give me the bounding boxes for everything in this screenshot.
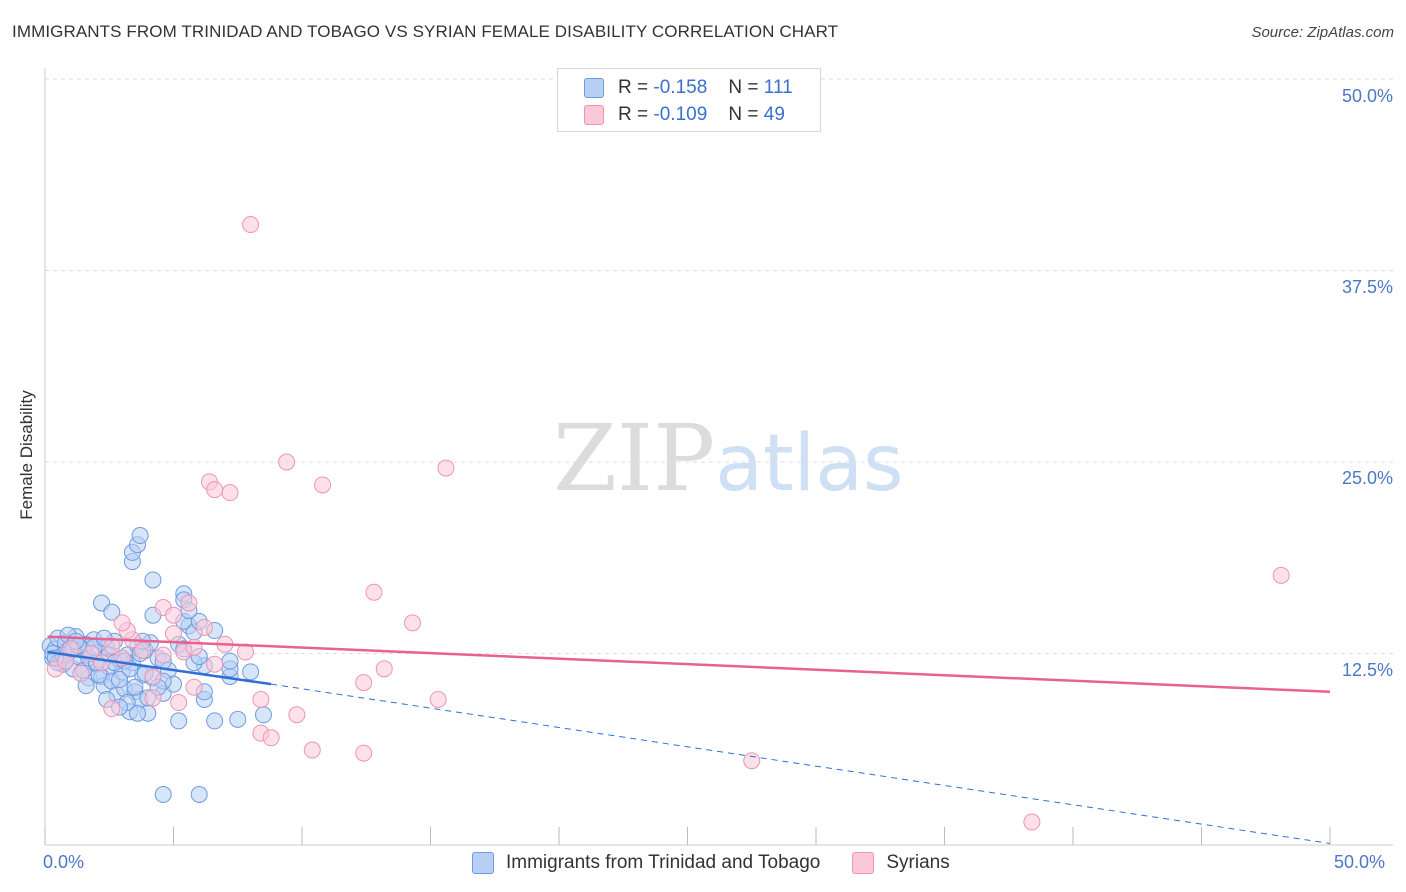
syrian-point bbox=[262, 729, 280, 747]
syrian-point bbox=[404, 614, 422, 632]
trinidad-point bbox=[103, 603, 121, 621]
syrian-point bbox=[165, 606, 182, 624]
trinidad-point bbox=[144, 571, 162, 589]
legend: R = -0.158 N = 111 R = -0.109 N = 49 bbox=[557, 68, 821, 132]
syrian-point bbox=[221, 484, 239, 502]
syrian-point bbox=[103, 700, 121, 718]
syrian-point bbox=[1023, 813, 1041, 831]
trinidad-point bbox=[129, 704, 147, 722]
trinidad-point bbox=[154, 785, 172, 803]
series-name: Immigrants from Trinidad and Tobago bbox=[506, 852, 821, 873]
legend-n-label: N = bbox=[728, 77, 759, 98]
syrian-point bbox=[144, 689, 162, 707]
series-name: Syrians bbox=[886, 852, 950, 873]
trinidad-point bbox=[221, 652, 239, 670]
syrian-point bbox=[314, 476, 332, 494]
legend-n-value: 111 bbox=[763, 77, 793, 98]
chart-title: IMMIGRANTS FROM TRINIDAD AND TOBAGO VS S… bbox=[12, 22, 839, 41]
trinidad-trend-extension bbox=[271, 683, 1331, 844]
syrian-point bbox=[195, 618, 213, 636]
syrian-trend-line bbox=[47, 635, 1331, 694]
syrian-point bbox=[154, 646, 172, 664]
series-legend: Immigrants from Trinidad and Tobago Syri… bbox=[472, 852, 982, 874]
syrian-point bbox=[113, 614, 131, 632]
y-tick-label: 50.0% bbox=[1341, 86, 1393, 106]
syrian-point bbox=[365, 583, 383, 601]
trinidad-point bbox=[111, 671, 129, 689]
legend-row-syrians: R = -0.109 N = 49 bbox=[584, 104, 785, 126]
legend-row-trinidad: R = -0.158 N = 111 bbox=[584, 77, 793, 99]
syrian-point bbox=[288, 706, 306, 724]
watermark-zip: ZIP bbox=[553, 405, 716, 512]
syrian-point bbox=[355, 744, 373, 762]
syrian-point bbox=[93, 654, 111, 672]
syrian-point bbox=[743, 752, 761, 770]
series-swatch-blue bbox=[472, 852, 494, 874]
legend-r-value: -0.109 bbox=[653, 104, 708, 125]
syrian-point bbox=[72, 664, 90, 682]
trinidad-point bbox=[229, 710, 247, 728]
series-legend-syrians: Syrians bbox=[852, 852, 950, 874]
trinidad-point bbox=[190, 785, 208, 803]
syrian-point bbox=[206, 481, 224, 499]
syrian-point bbox=[170, 694, 188, 712]
syrian-point bbox=[180, 594, 198, 612]
syrian-point bbox=[1272, 566, 1290, 584]
trinidad-point bbox=[254, 706, 272, 724]
x-tick-label: 50.0% bbox=[1334, 852, 1386, 872]
series-legend-trinidad: Immigrants from Trinidad and Tobago bbox=[472, 852, 820, 874]
trinidad-trend-line bbox=[47, 650, 272, 686]
x-tick-label: 0.0% bbox=[43, 852, 85, 872]
syrian-point bbox=[62, 640, 80, 658]
syrian-point bbox=[375, 660, 393, 678]
syrian-point bbox=[242, 216, 260, 234]
syrian-point bbox=[144, 667, 162, 685]
syrian-point bbox=[103, 637, 121, 655]
trinidad-point bbox=[131, 527, 149, 545]
legend-n-value: 49 bbox=[763, 104, 785, 125]
trinidad-point bbox=[126, 678, 144, 696]
syrian-point bbox=[303, 741, 321, 759]
trinidad-point bbox=[170, 712, 188, 730]
legend-r-label: R = bbox=[618, 77, 649, 98]
legend-r-value: -0.158 bbox=[653, 77, 708, 98]
series-swatch-pink bbox=[852, 852, 875, 874]
syrian-point bbox=[165, 625, 182, 643]
watermark-atlas: atlas bbox=[715, 419, 904, 509]
y-tick-label: 37.5% bbox=[1341, 277, 1393, 297]
legend-n-label: N = bbox=[728, 104, 759, 125]
legend-r-label: R = bbox=[618, 104, 649, 125]
trinidad-point bbox=[242, 663, 260, 681]
syrian-point bbox=[278, 453, 296, 471]
trinidad-point bbox=[206, 712, 224, 730]
syrian-point bbox=[429, 690, 447, 708]
y-tick-label: 25.0% bbox=[1341, 468, 1393, 488]
y-tick-label: 12.5% bbox=[1341, 660, 1393, 680]
watermark: ZIPatlas bbox=[553, 405, 904, 512]
syrian-point bbox=[185, 678, 203, 696]
legend-swatch-pink bbox=[584, 105, 604, 125]
syrian-point bbox=[252, 690, 270, 708]
source-label: Source: ZipAtlas.com bbox=[1251, 24, 1394, 41]
syrian-point bbox=[355, 674, 373, 692]
syrian-point bbox=[206, 655, 224, 673]
syrian-point bbox=[437, 459, 455, 477]
syrian-point bbox=[134, 641, 152, 659]
legend-swatch-blue bbox=[584, 78, 604, 98]
